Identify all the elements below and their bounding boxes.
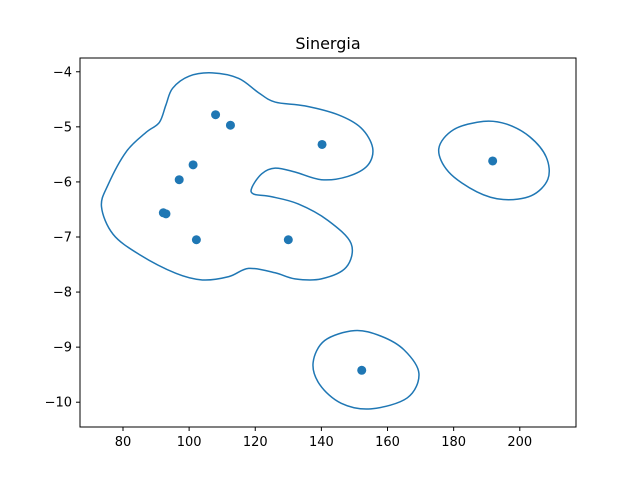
plot-frame [79, 57, 577, 428]
y-tick-label: −6 [53, 175, 72, 190]
contour-3 [312, 329, 420, 410]
y-tick-label: −5 [53, 120, 72, 135]
y-axis: −10 −9 −8 −7 −6 −5 −4 [45, 65, 80, 411]
x-tick-label: 100 [177, 435, 202, 450]
y-tick-label: −7 [53, 230, 72, 245]
x-tick-label: 120 [243, 435, 268, 450]
data-point-8 [191, 235, 201, 245]
data-point-10 [488, 156, 498, 166]
chart-title: Sinergia [295, 34, 360, 53]
data-point-1 [211, 110, 221, 120]
x-tick-label: 80 [115, 435, 132, 450]
data-point-7 [161, 209, 171, 219]
points-layer [158, 110, 498, 375]
contour-1 [100, 72, 374, 281]
data-point-2 [225, 120, 235, 130]
x-tick-label: 200 [507, 435, 532, 450]
y-tick-label: −8 [53, 286, 72, 301]
data-point-5 [174, 175, 184, 185]
data-point-4 [188, 160, 198, 170]
y-tick-label: −9 [53, 341, 72, 356]
y-tick-label: −4 [53, 65, 72, 80]
y-tick-label: −10 [45, 396, 72, 411]
data-point-9 [283, 235, 293, 245]
contour-2 [437, 120, 551, 201]
x-tick-label: 140 [309, 435, 334, 450]
x-axis: 80 100 120 140 160 180 200 [115, 427, 532, 450]
x-tick-label: 160 [375, 435, 400, 450]
x-tick-label: 180 [441, 435, 466, 450]
contours-layer [100, 72, 551, 410]
data-point-3 [317, 139, 327, 149]
data-point-11 [357, 365, 367, 375]
